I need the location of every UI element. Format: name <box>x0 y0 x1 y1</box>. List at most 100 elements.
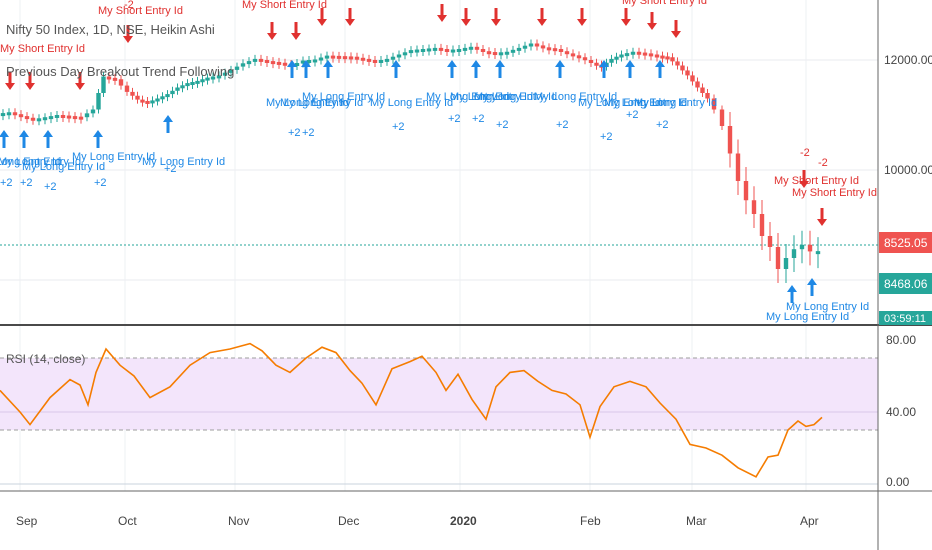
price-tick-12000: 12000.00 <box>884 53 932 67</box>
short-arrow-head-5 <box>291 33 301 40</box>
long-qty-5: +2 <box>288 127 301 139</box>
candle-body <box>306 60 312 63</box>
candle-body <box>205 77 210 81</box>
candle-body <box>594 62 599 66</box>
short-qty-3: -2 <box>124 0 134 11</box>
candle-body <box>540 45 546 49</box>
candle-body <box>799 244 805 250</box>
candle-body <box>791 249 797 258</box>
candle-body <box>456 49 462 52</box>
candle-body <box>396 54 402 58</box>
candle-body <box>665 56 670 60</box>
candle-body <box>135 95 140 100</box>
candle-body <box>30 117 36 121</box>
short-label-1: My Short Entry Id <box>0 43 85 55</box>
short-arrow-head-4 <box>267 33 277 40</box>
long-arrow-head-12 <box>555 60 565 67</box>
candle-body <box>312 59 318 63</box>
candle-body <box>534 43 540 47</box>
long-label-12: My Long Entry Id <box>534 91 617 103</box>
x-label-nov: Nov <box>228 514 249 528</box>
candle-body <box>130 91 135 96</box>
long-label-11: My Long Entry Id <box>474 91 557 103</box>
candle-body <box>767 236 773 247</box>
long-label-14: My Long Entry Id <box>604 97 687 109</box>
long-label-10: My Long Entry Id <box>450 91 533 103</box>
long-qty-3: +2 <box>94 177 107 189</box>
candle-body <box>78 116 84 120</box>
candle-body <box>378 60 384 63</box>
last-price-tag <box>879 232 932 253</box>
candle-body <box>504 51 510 55</box>
short-arrow-head-1 <box>25 83 35 90</box>
candle-body <box>690 75 695 82</box>
candle-body <box>751 200 757 214</box>
price-axis[interactable]: 12000.00 10000.00 8525.05 8468.06 03:59:… <box>879 53 932 325</box>
rsi-axis[interactable]: 80.00 40.00 0.00 <box>886 333 916 489</box>
candle-body <box>735 153 741 181</box>
long-qty-15: +2 <box>656 119 669 131</box>
candle-body <box>783 258 789 269</box>
candle-body <box>216 75 222 79</box>
candle-body <box>815 251 821 255</box>
candle-body <box>210 76 216 80</box>
x-label-apr: Apr <box>800 514 819 528</box>
candle-body <box>480 49 486 52</box>
long-arrow-head-14 <box>625 60 635 67</box>
candle-body <box>588 60 594 63</box>
candle-body <box>675 61 680 66</box>
candle-body <box>609 58 614 63</box>
long-qty-0: +2 <box>0 177 13 189</box>
candle-body <box>390 56 396 60</box>
candle-body <box>654 54 660 58</box>
rsi-tick-40: 40.00 <box>886 405 916 419</box>
rsi-legend[interactable]: RSI (14, close) <box>6 352 86 366</box>
long-label-17: My Long Entry Id <box>786 301 869 313</box>
candle-body <box>642 52 648 56</box>
rsi-line <box>0 342 823 478</box>
long-arrow-head-8 <box>391 60 401 67</box>
candle-body <box>112 77 118 81</box>
candle-body <box>719 109 725 126</box>
candle-body <box>546 47 552 51</box>
candle-body <box>90 109 96 114</box>
candle-body <box>54 115 60 118</box>
last-price-value: 8525.05 <box>884 236 928 250</box>
candle-body <box>264 60 270 63</box>
candle-body <box>432 47 438 51</box>
candle-body <box>516 47 522 51</box>
long-arrow-head-13 <box>599 60 609 67</box>
long-arrow-head-16 <box>787 285 797 292</box>
candle-body <box>150 100 155 104</box>
candle-body <box>498 52 504 56</box>
strategy-legend[interactable]: Previous Day Breakout Trend Following <box>6 64 235 79</box>
candle-body <box>384 58 390 62</box>
candle-body <box>228 69 234 73</box>
long-qty-12: +2 <box>556 119 569 131</box>
candle-body <box>759 214 765 236</box>
long-label-2: My Long Entry Id <box>22 161 105 173</box>
candle-body <box>72 116 78 120</box>
short-label-14: My Short Entry Id <box>622 0 707 7</box>
rsi-tick-80: 80.00 <box>886 333 916 347</box>
candle-body <box>66 115 72 119</box>
candle-body <box>234 66 240 70</box>
time-axis[interactable]: Sep Oct Nov Dec 2020 Feb Mar Apr <box>16 514 819 528</box>
candle-body <box>175 87 180 91</box>
candle-body <box>402 52 408 56</box>
long-arrow-head-4 <box>163 115 173 122</box>
rsi-band <box>0 357 878 485</box>
long-label-8: My Long Entry Id <box>370 97 453 109</box>
symbol-legend[interactable]: Nifty 50 Index, 1D, NSE, Heikin Ashi <box>6 22 215 37</box>
candle-body <box>670 57 675 62</box>
long-qty-13: +2 <box>600 131 613 143</box>
candle-body <box>200 79 205 83</box>
candle-body <box>294 63 300 67</box>
short-label-16: My Short Entry Id <box>774 175 859 187</box>
candle-body <box>318 57 324 61</box>
short-arrow-head-13 <box>621 19 631 26</box>
long-label-16: My Long Entry Id <box>766 311 849 323</box>
x-label-sep: Sep <box>16 514 38 528</box>
x-label-2020: 2020 <box>450 514 477 528</box>
